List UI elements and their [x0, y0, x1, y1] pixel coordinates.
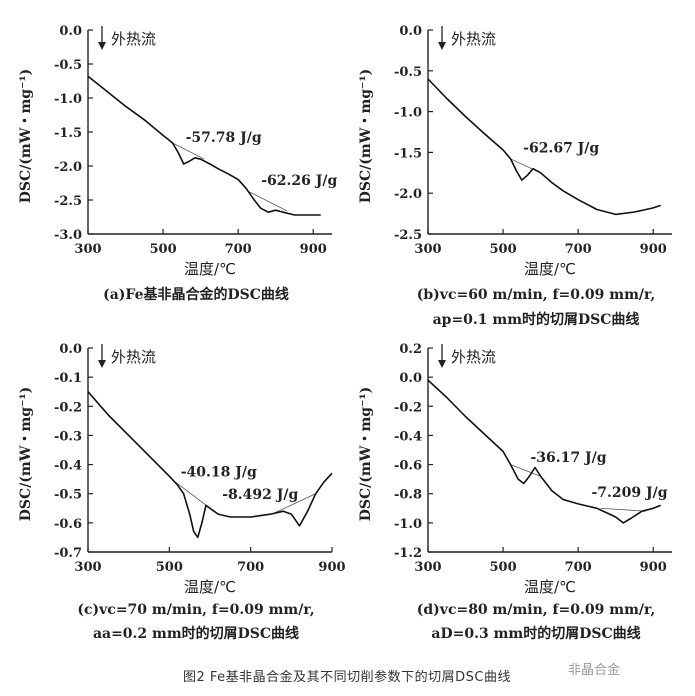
dsc-series-line: [427, 78, 661, 216]
panel-caption: (a)Fe基非晶合金的DSC曲线: [103, 286, 289, 303]
x-tick-label: 700: [237, 560, 264, 575]
y-axis-label: DSC/(mW・mg⁻¹): [358, 387, 374, 521]
heat-flow-label: 外热流: [451, 30, 496, 48]
y-tick-label: -0.6: [54, 517, 82, 532]
x-tick-label: 500: [156, 560, 183, 575]
enthalpy-annotation: -62.67 J/g: [523, 140, 599, 156]
heat-flow-arrowhead: [98, 360, 106, 368]
dsc-series-line: [87, 391, 333, 539]
y-tick-label: -1.5: [54, 126, 82, 141]
y-tick-label: -0.2: [54, 400, 82, 415]
panel-caption: ap=0.1 mm时的切屑DSC曲线: [433, 311, 640, 328]
heat-flow-arrowhead: [438, 360, 446, 368]
heat-flow-label: 外热流: [111, 348, 156, 366]
y-tick-label: -0.3: [54, 429, 82, 444]
panel-caption: aa=0.2 mm时的切屑DSC曲线: [93, 625, 299, 642]
y-tick-label: -1.0: [394, 106, 422, 121]
enthalpy-annotation: -36.17 J/g: [530, 450, 606, 466]
y-axis-label: DSC/(mW・mg⁻¹): [18, 387, 34, 521]
y-tick-label: -0.6: [394, 459, 422, 474]
y-tick-label: -1.0: [54, 92, 82, 107]
y-tick-label: -0.8: [394, 488, 422, 503]
y-tick-label: 0.0: [59, 24, 82, 39]
heat-flow-arrowhead: [438, 42, 446, 50]
y-tick-label: -0.7: [54, 546, 82, 561]
baseline-guide: [510, 464, 541, 477]
enthalpy-annotation: -7.209 J/g: [591, 485, 667, 501]
baseline-guide: [172, 142, 205, 160]
y-tick-label: -2.5: [54, 194, 82, 209]
x-axis-label: 温度/℃: [524, 260, 576, 278]
enthalpy-annotation: -57.78 J/g: [186, 130, 262, 146]
x-tick-label: 500: [490, 560, 517, 575]
y-tick-label: -0.5: [54, 58, 82, 73]
y-tick-label: -1.2: [394, 546, 422, 561]
baseline-guide: [274, 493, 316, 514]
x-tick-label: 500: [490, 242, 517, 257]
y-axis-label: DSC/(mW・mg⁻¹): [358, 69, 374, 203]
x-tick-label: 300: [414, 560, 441, 575]
baseline-guide: [600, 507, 646, 512]
figure-caption: 图2 Fe基非晶合金及其不同切削参数下的切屑DSC曲线: [183, 669, 511, 685]
x-axis-label: 温度/℃: [184, 260, 236, 278]
x-tick-label: 700: [225, 242, 252, 257]
y-tick-label: -0.4: [394, 429, 422, 444]
x-axis-label: 温度/℃: [184, 578, 236, 596]
y-tick-label: -2.0: [54, 160, 82, 175]
y-tick-label: -0.4: [54, 459, 82, 474]
x-tick-label: 700: [565, 560, 592, 575]
x-tick-label: 300: [74, 560, 101, 575]
panel-caption: (b)vc=60 m/min, f=0.09 mm/r,: [417, 287, 655, 303]
x-tick-label: 300: [74, 242, 101, 257]
y-tick-label: 0.2: [399, 342, 422, 357]
y-tick-label: -2.5: [394, 228, 422, 243]
y-tick-label: -0.1: [54, 371, 82, 386]
heat-flow-label: 外热流: [451, 348, 496, 366]
x-tick-label: 900: [640, 242, 667, 257]
y-tick-label: -1.0: [394, 517, 422, 532]
panel-caption: (d)vc=80 m/min, f=0.09 mm/r,: [417, 602, 655, 618]
x-tick-label: 500: [150, 242, 177, 257]
y-tick-label: 0.0: [59, 342, 82, 357]
enthalpy-annotation: -62.26 J/g: [261, 173, 337, 189]
y-tick-label: 0.0: [399, 24, 422, 39]
y-tick-label: -1.5: [394, 146, 422, 161]
heat-flow-label: 外热流: [111, 30, 156, 48]
dsc-series-line: [87, 75, 321, 216]
enthalpy-annotation: -8.492 J/g: [222, 487, 298, 503]
panel-caption: (c)vc=70 m/min, f=0.09 mm/r,: [77, 602, 314, 618]
y-tick-label: -0.5: [54, 488, 82, 503]
y-tick-label: -2.0: [394, 187, 422, 202]
x-tick-label: 900: [318, 560, 345, 575]
panel-caption: aD=0.3 mm时的切屑DSC曲线: [431, 625, 640, 642]
y-tick-label: -0.5: [394, 65, 422, 80]
x-tick-label: 300: [414, 242, 441, 257]
dsc-series-line: [427, 379, 661, 524]
y-tick-label: -3.0: [54, 228, 82, 243]
x-tick-label: 700: [565, 242, 592, 257]
x-axis-label: 温度/℃: [524, 578, 576, 596]
enthalpy-annotation: -40.18 J/g: [181, 465, 257, 481]
x-tick-label: 900: [300, 242, 327, 257]
baseline-guide: [249, 191, 288, 212]
y-tick-label: -0.2: [394, 400, 422, 415]
x-tick-label: 900: [640, 560, 667, 575]
heat-flow-arrowhead: [98, 42, 106, 50]
y-axis-label: DSC/(mW・mg⁻¹): [18, 69, 34, 203]
watermark: 非晶合金: [568, 662, 620, 678]
y-tick-label: 0.0: [399, 371, 422, 386]
